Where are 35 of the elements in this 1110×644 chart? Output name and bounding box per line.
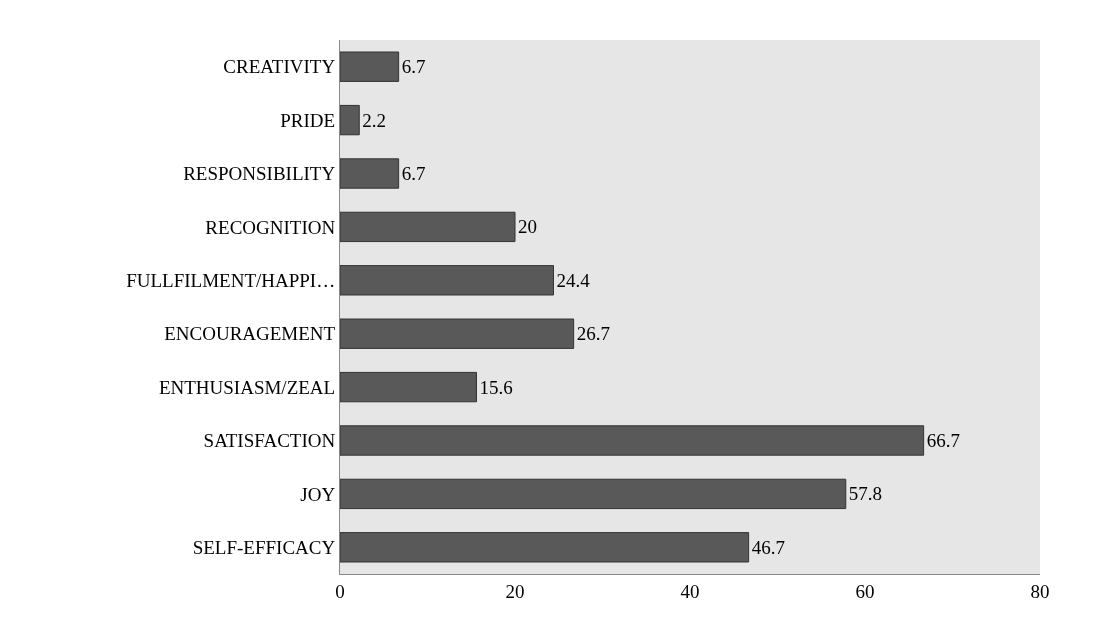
data-label: 46.7: [751, 536, 785, 558]
bar: [340, 425, 925, 456]
data-label: 15.6: [479, 376, 513, 398]
bar: [340, 478, 847, 510]
y-tick-label: ENTHUSIASM/ZEAL: [158, 376, 336, 398]
bar: [340, 51, 400, 82]
x-tick-label: 40: [680, 580, 700, 602]
y-tick-label: SELF-EFFICACY: [192, 536, 336, 558]
x-tick-label: 60: [855, 580, 875, 602]
y-tick-label: RESPONSIBILITY: [183, 163, 336, 185]
x-tick-label: 20: [505, 580, 525, 602]
y-tick-label: RECOGNITION: [205, 216, 336, 238]
y-tick-label: FULLFILMENT/HAPPI…: [126, 269, 336, 291]
bar: [340, 158, 400, 189]
data-label: 2.2: [362, 109, 386, 131]
bar: [340, 265, 554, 296]
bar: [340, 371, 477, 403]
data-label: 26.7: [576, 323, 610, 345]
data-label: 24.4: [556, 269, 591, 291]
y-tick-label: PRIDE: [280, 109, 336, 131]
data-label: 57.8: [848, 483, 882, 505]
y-tick-label: CREATIVITY: [223, 56, 336, 78]
bar: [340, 318, 575, 349]
x-tick-label: 80: [1030, 580, 1050, 602]
data-label: 6.7: [401, 163, 426, 185]
data-label: 6.7: [401, 56, 426, 78]
y-tick-label: ENCOURAGEMENT: [164, 323, 336, 345]
x-tick-label: 0: [335, 580, 345, 602]
data-label: 20: [518, 216, 537, 238]
bar: [340, 532, 750, 563]
bar: [340, 104, 360, 136]
bar: [340, 211, 516, 243]
y-tick-label: SATISFACTION: [203, 430, 336, 452]
data-label: 66.7: [926, 429, 960, 451]
y-tick-label: JOY: [300, 483, 336, 505]
